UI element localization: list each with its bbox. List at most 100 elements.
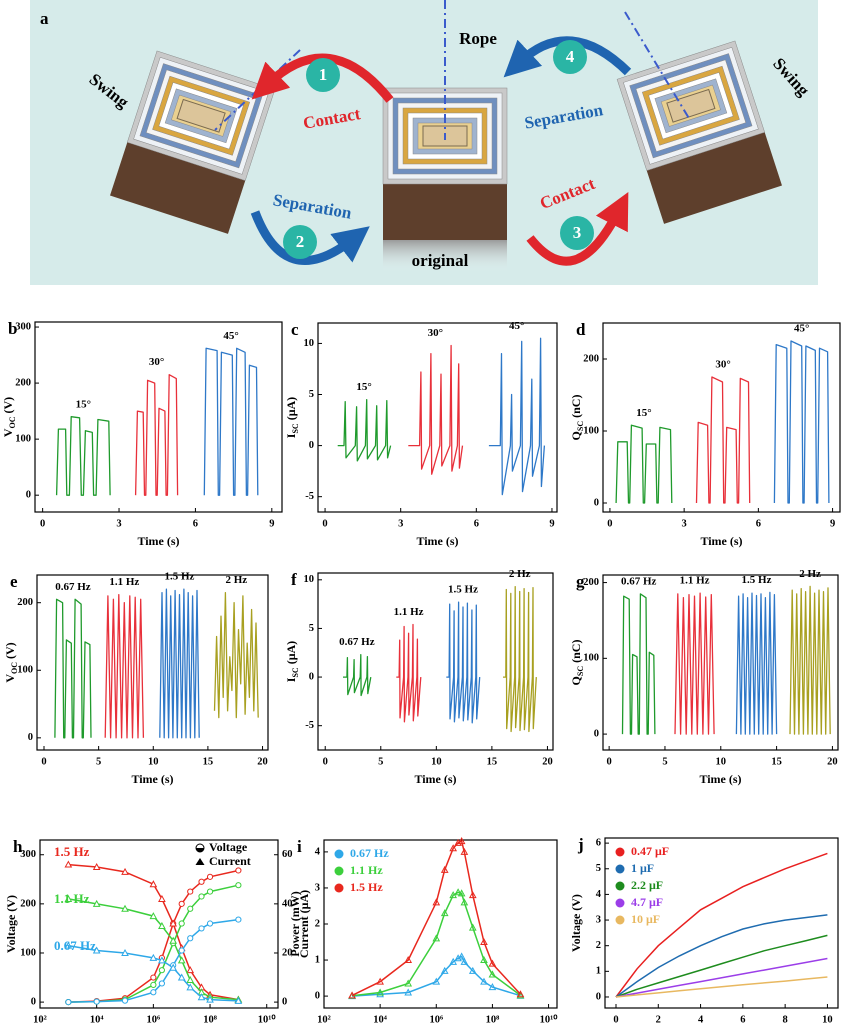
current-marker bbox=[121, 948, 129, 956]
x-tick-label: 0 bbox=[323, 756, 328, 767]
marker bbox=[480, 956, 488, 964]
signal-line bbox=[104, 593, 145, 739]
x-tick-label: 10¹⁰ bbox=[540, 1013, 559, 1025]
voltage-marker bbox=[187, 935, 194, 942]
series-label: 2 Hz bbox=[225, 574, 247, 586]
signal-line bbox=[213, 591, 259, 719]
x-tick-label: 15 bbox=[203, 756, 214, 767]
y-tick-label: 1 bbox=[315, 954, 320, 965]
x-tick-label: 10 bbox=[716, 756, 727, 767]
y-tick-label: 6 bbox=[596, 838, 601, 849]
current-marker bbox=[177, 973, 186, 981]
axis-title-part: (V) bbox=[3, 642, 17, 662]
x-tick-label: 10⁸ bbox=[203, 1014, 217, 1025]
step-badge bbox=[283, 225, 317, 259]
marker bbox=[468, 966, 477, 974]
x-tick-label: 3 bbox=[682, 518, 687, 529]
legend-swatch bbox=[615, 881, 625, 891]
signal-line bbox=[695, 376, 751, 504]
x-tick-label: 10² bbox=[317, 1014, 331, 1025]
current-marker bbox=[169, 963, 178, 971]
legend-label: Current bbox=[209, 854, 251, 868]
y-tick-label: 2 bbox=[596, 940, 601, 951]
marker bbox=[440, 909, 449, 917]
y2-tick-label: 0 bbox=[282, 997, 287, 1008]
signal-line bbox=[488, 337, 546, 496]
y2-tick-label: 60 bbox=[282, 849, 293, 860]
x-tick-label: 10⁴ bbox=[90, 1014, 105, 1025]
axis-title: Power (mW) bbox=[288, 891, 302, 956]
y-tick-label: 4 bbox=[596, 889, 602, 900]
current-marker bbox=[149, 880, 158, 888]
x-tick-label: 4 bbox=[698, 1014, 704, 1025]
voltage-marker bbox=[65, 999, 72, 1006]
legend-swatch bbox=[334, 866, 344, 876]
y-tick-label: 300 bbox=[20, 849, 36, 860]
step-number: 3 bbox=[573, 223, 582, 242]
series-line bbox=[615, 852, 828, 998]
axis-title-part: I bbox=[284, 677, 298, 682]
marker bbox=[449, 957, 458, 965]
y-tick-label: 2 bbox=[315, 918, 320, 929]
device bbox=[110, 50, 276, 234]
current-marker bbox=[64, 894, 73, 902]
axis-title: Voltage (V) bbox=[569, 894, 583, 952]
series-label: 2 Hz bbox=[509, 568, 531, 580]
axis-title-part: (nC) bbox=[569, 640, 583, 666]
y-tick-label: 4 bbox=[315, 846, 321, 857]
y-tick-label: 3 bbox=[596, 914, 601, 925]
series-line bbox=[352, 955, 521, 997]
y-tick-label: 5 bbox=[596, 863, 601, 874]
legend-icon bbox=[195, 858, 205, 865]
legend-label: 1.1 Hz bbox=[54, 891, 90, 906]
voltage-marker bbox=[235, 916, 242, 923]
x-tick-label: 9 bbox=[830, 518, 835, 529]
plot-frame bbox=[34, 321, 283, 513]
step-number: 2 bbox=[296, 232, 305, 251]
axis-title: ISC (μA) bbox=[284, 641, 301, 682]
axis-title-part: Q bbox=[569, 431, 583, 440]
arrow bbox=[251, 53, 394, 103]
axis-title-part: (nC) bbox=[569, 395, 583, 421]
voltage-marker bbox=[187, 905, 194, 912]
marker bbox=[376, 977, 384, 985]
axis-title-part: OC bbox=[8, 416, 17, 428]
signal-line bbox=[203, 347, 259, 496]
axis-title-part: (μA) bbox=[284, 397, 298, 423]
series-label: 15° bbox=[636, 407, 651, 419]
x-tick-label: 5 bbox=[662, 756, 667, 767]
axis-title-part: I bbox=[284, 433, 298, 438]
plot-frame bbox=[39, 839, 279, 1009]
series-label: 30° bbox=[428, 327, 443, 339]
y-tick-label: 5 bbox=[309, 389, 314, 400]
x-tick-label: 3 bbox=[398, 518, 403, 529]
axis-title: Current (μA) bbox=[297, 890, 311, 958]
x-tick-label: 10⁶ bbox=[147, 1014, 161, 1025]
legend-swatch bbox=[334, 883, 344, 893]
series-label: 1.5 Hz bbox=[742, 574, 772, 586]
x-tick-label: 10¹⁰ bbox=[258, 1013, 277, 1025]
device-body bbox=[383, 184, 507, 240]
series-label: 1.5 Hz bbox=[448, 584, 478, 596]
axis-title: Time (s) bbox=[699, 772, 741, 786]
current-marker bbox=[158, 921, 166, 929]
y-tick-label: -5 bbox=[305, 491, 314, 502]
axis-title-part: V bbox=[3, 674, 17, 683]
device-group bbox=[110, 40, 782, 272]
y-tick-label: 10 bbox=[304, 338, 315, 349]
series-line bbox=[351, 840, 522, 997]
x-tick-label: 0 bbox=[322, 518, 327, 529]
series-label: 0.67 Hz bbox=[339, 636, 375, 648]
current-marker bbox=[149, 912, 158, 920]
y-tick-label: 10 bbox=[304, 574, 315, 585]
x-tick-label: 20 bbox=[542, 756, 553, 767]
signal-line bbox=[54, 598, 92, 739]
rope-line bbox=[624, 11, 691, 121]
series-label: 30° bbox=[715, 359, 730, 371]
y-tick-label: 0 bbox=[594, 497, 599, 508]
y-tick-label: -5 bbox=[305, 720, 314, 731]
legend-label: 1 μF bbox=[631, 861, 654, 875]
panel-label: f bbox=[291, 570, 297, 589]
signal-line bbox=[396, 623, 422, 723]
x-tick-label: 15 bbox=[771, 756, 782, 767]
